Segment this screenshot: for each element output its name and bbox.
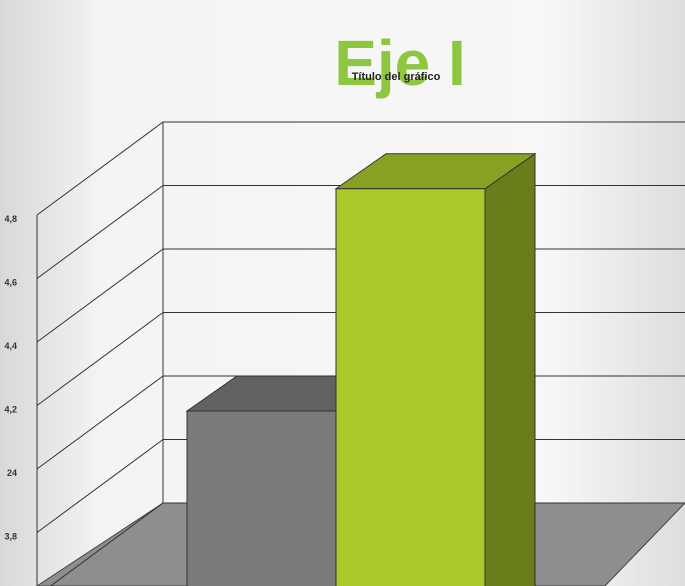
chart-subtitle: Título del gráfico bbox=[352, 71, 441, 83]
y-tick-label: 3,8 bbox=[4, 531, 17, 541]
grid-line-side bbox=[36, 185, 164, 279]
bar bbox=[334, 152, 537, 586]
bar-side bbox=[484, 152, 536, 586]
side-wall-top bbox=[36, 121, 164, 216]
bar-front bbox=[186, 410, 337, 586]
grid-line-side bbox=[36, 312, 164, 406]
chart-title: Eje I bbox=[334, 27, 466, 99]
bar-front bbox=[335, 188, 486, 586]
y-tick-label: 4,4 bbox=[4, 341, 17, 351]
y-tick-label: 4,6 bbox=[4, 277, 17, 287]
plot-area: 3,8 24 4,2 4,4 4,6 4,8 bbox=[4, 121, 685, 586]
grid-line-side bbox=[49, 502, 164, 586]
grid-line-side bbox=[36, 248, 164, 343]
grid-line-side bbox=[36, 375, 164, 470]
y-tick-label: 4,8 bbox=[4, 214, 17, 224]
grid-line-side bbox=[36, 439, 164, 533]
y-tick-label: 4,2 bbox=[4, 404, 17, 414]
y-tick-label: 24 bbox=[7, 468, 17, 478]
